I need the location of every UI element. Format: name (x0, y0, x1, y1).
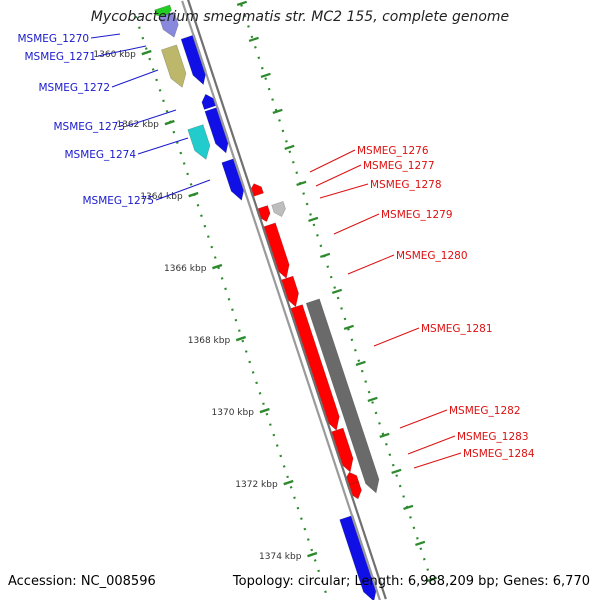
ruler-tick-label: 1364 kbp (140, 192, 183, 202)
ruler-tick-label: 1362 kbp (116, 120, 159, 130)
gene-blue-lower[interactable] (339, 514, 378, 602)
gene-label-leader (97, 45, 147, 57)
ruler-tick (188, 191, 199, 198)
gene-label-leader (373, 327, 420, 347)
gene-msmeg-1278[interactable] (271, 201, 286, 218)
minor-tick (343, 324, 354, 331)
dotted-track-left (134, 15, 331, 604)
gene-label[interactable]: MSMEG_1281 (421, 323, 493, 335)
ruler-tick-label: 1370 kbp (212, 408, 255, 418)
ruler-tick (235, 335, 247, 342)
gene-label-leader (126, 109, 177, 127)
gene-label[interactable]: MSMEG_1278 (370, 179, 442, 191)
ruler-tick-label: 1366 kbp (164, 264, 207, 274)
gene-msmeg-1275[interactable] (221, 157, 245, 201)
accession-text: Accession: NC_008596 (8, 574, 156, 589)
gene-msmeg-1272[interactable] (161, 44, 187, 88)
ruler-tick (259, 407, 270, 414)
gene-label[interactable]: MSMEG_1273 (53, 121, 125, 133)
gene-label-leader (407, 435, 456, 455)
ruler-tick (307, 551, 318, 558)
minor-tick (296, 180, 307, 187)
ruler-tick-label: 1368 kbp (188, 336, 231, 346)
gene-label[interactable]: MSMEG_1277 (363, 160, 435, 172)
gene-partial-top[interactable] (158, 11, 179, 38)
minor-tick (319, 252, 331, 259)
gene-label[interactable]: MSMEG_1271 (24, 51, 96, 63)
gene-label-leader (333, 213, 380, 235)
gene-partial-green[interactable] (154, 4, 172, 18)
minor-tick (248, 36, 259, 43)
minor-tick (391, 468, 402, 475)
gene-label[interactable]: MSMEG_1276 (357, 145, 429, 157)
gene-msmeg-1274[interactable] (187, 124, 211, 160)
minor-tick (236, 0, 248, 7)
ruler-tick (164, 119, 175, 126)
map-title: Mycobacterium smegmatis str. MC2 155, co… (90, 9, 510, 25)
gene-label[interactable]: MSMEG_1283 (457, 431, 529, 443)
ruler-tick (283, 479, 294, 486)
backbone-shadow (187, 0, 387, 600)
minor-tick (426, 576, 438, 583)
gene-label[interactable]: MSMEG_1275 (82, 195, 154, 207)
minor-tick (379, 432, 390, 439)
minor-tick (367, 396, 378, 403)
minor-tick (403, 504, 414, 511)
gene-label-leader (315, 164, 362, 187)
ruler-tick-label: 1372 kbp (235, 480, 278, 490)
ruler-tick (212, 263, 223, 270)
gene-label-leader (319, 183, 369, 199)
backbone-line (181, 0, 382, 602)
gene-label[interactable]: MSMEG_1280 (396, 250, 468, 262)
minor-tick (355, 360, 366, 367)
gene-label[interactable]: MSMEG_1270 (17, 33, 89, 45)
gene-label-leader (399, 409, 448, 429)
gene-msmeg-1279[interactable] (261, 222, 290, 279)
gene-msmeg-1273-small[interactable] (201, 93, 217, 110)
gene-label[interactable]: MSMEG_1284 (463, 448, 535, 460)
gene-msmeg-1271[interactable] (180, 34, 207, 86)
gene-label-leader (309, 149, 356, 173)
minor-tick (284, 144, 295, 151)
gene-label-leader (137, 137, 189, 155)
gene-label[interactable]: MSMEG_1272 (38, 82, 110, 94)
gene-msmeg-1273[interactable] (204, 106, 230, 154)
ruler-tick-label: 1374 kbp (259, 552, 302, 562)
ruler-tick (141, 49, 152, 56)
gene-label-leader (347, 254, 395, 275)
minor-tick (308, 216, 319, 223)
minor-tick (331, 288, 343, 295)
topology-text: Topology: circular; Length: 6,988,209 bp… (232, 574, 590, 589)
gene-label-leader (111, 69, 159, 88)
gene-label-leader (155, 179, 211, 201)
gene-label[interactable]: MSMEG_1279 (381, 209, 453, 221)
minor-tick (272, 108, 283, 115)
gene-label-leader (90, 33, 121, 39)
gene-gray-long[interactable] (305, 298, 380, 494)
gene-label-leader (413, 452, 462, 469)
gene-label[interactable]: MSMEG_1282 (449, 405, 521, 417)
gene-label[interactable]: MSMEG_1274 (64, 149, 136, 161)
minor-tick (260, 72, 271, 79)
ruler-tick-label: 1360 kbp (93, 50, 136, 60)
minor-tick (415, 540, 426, 547)
